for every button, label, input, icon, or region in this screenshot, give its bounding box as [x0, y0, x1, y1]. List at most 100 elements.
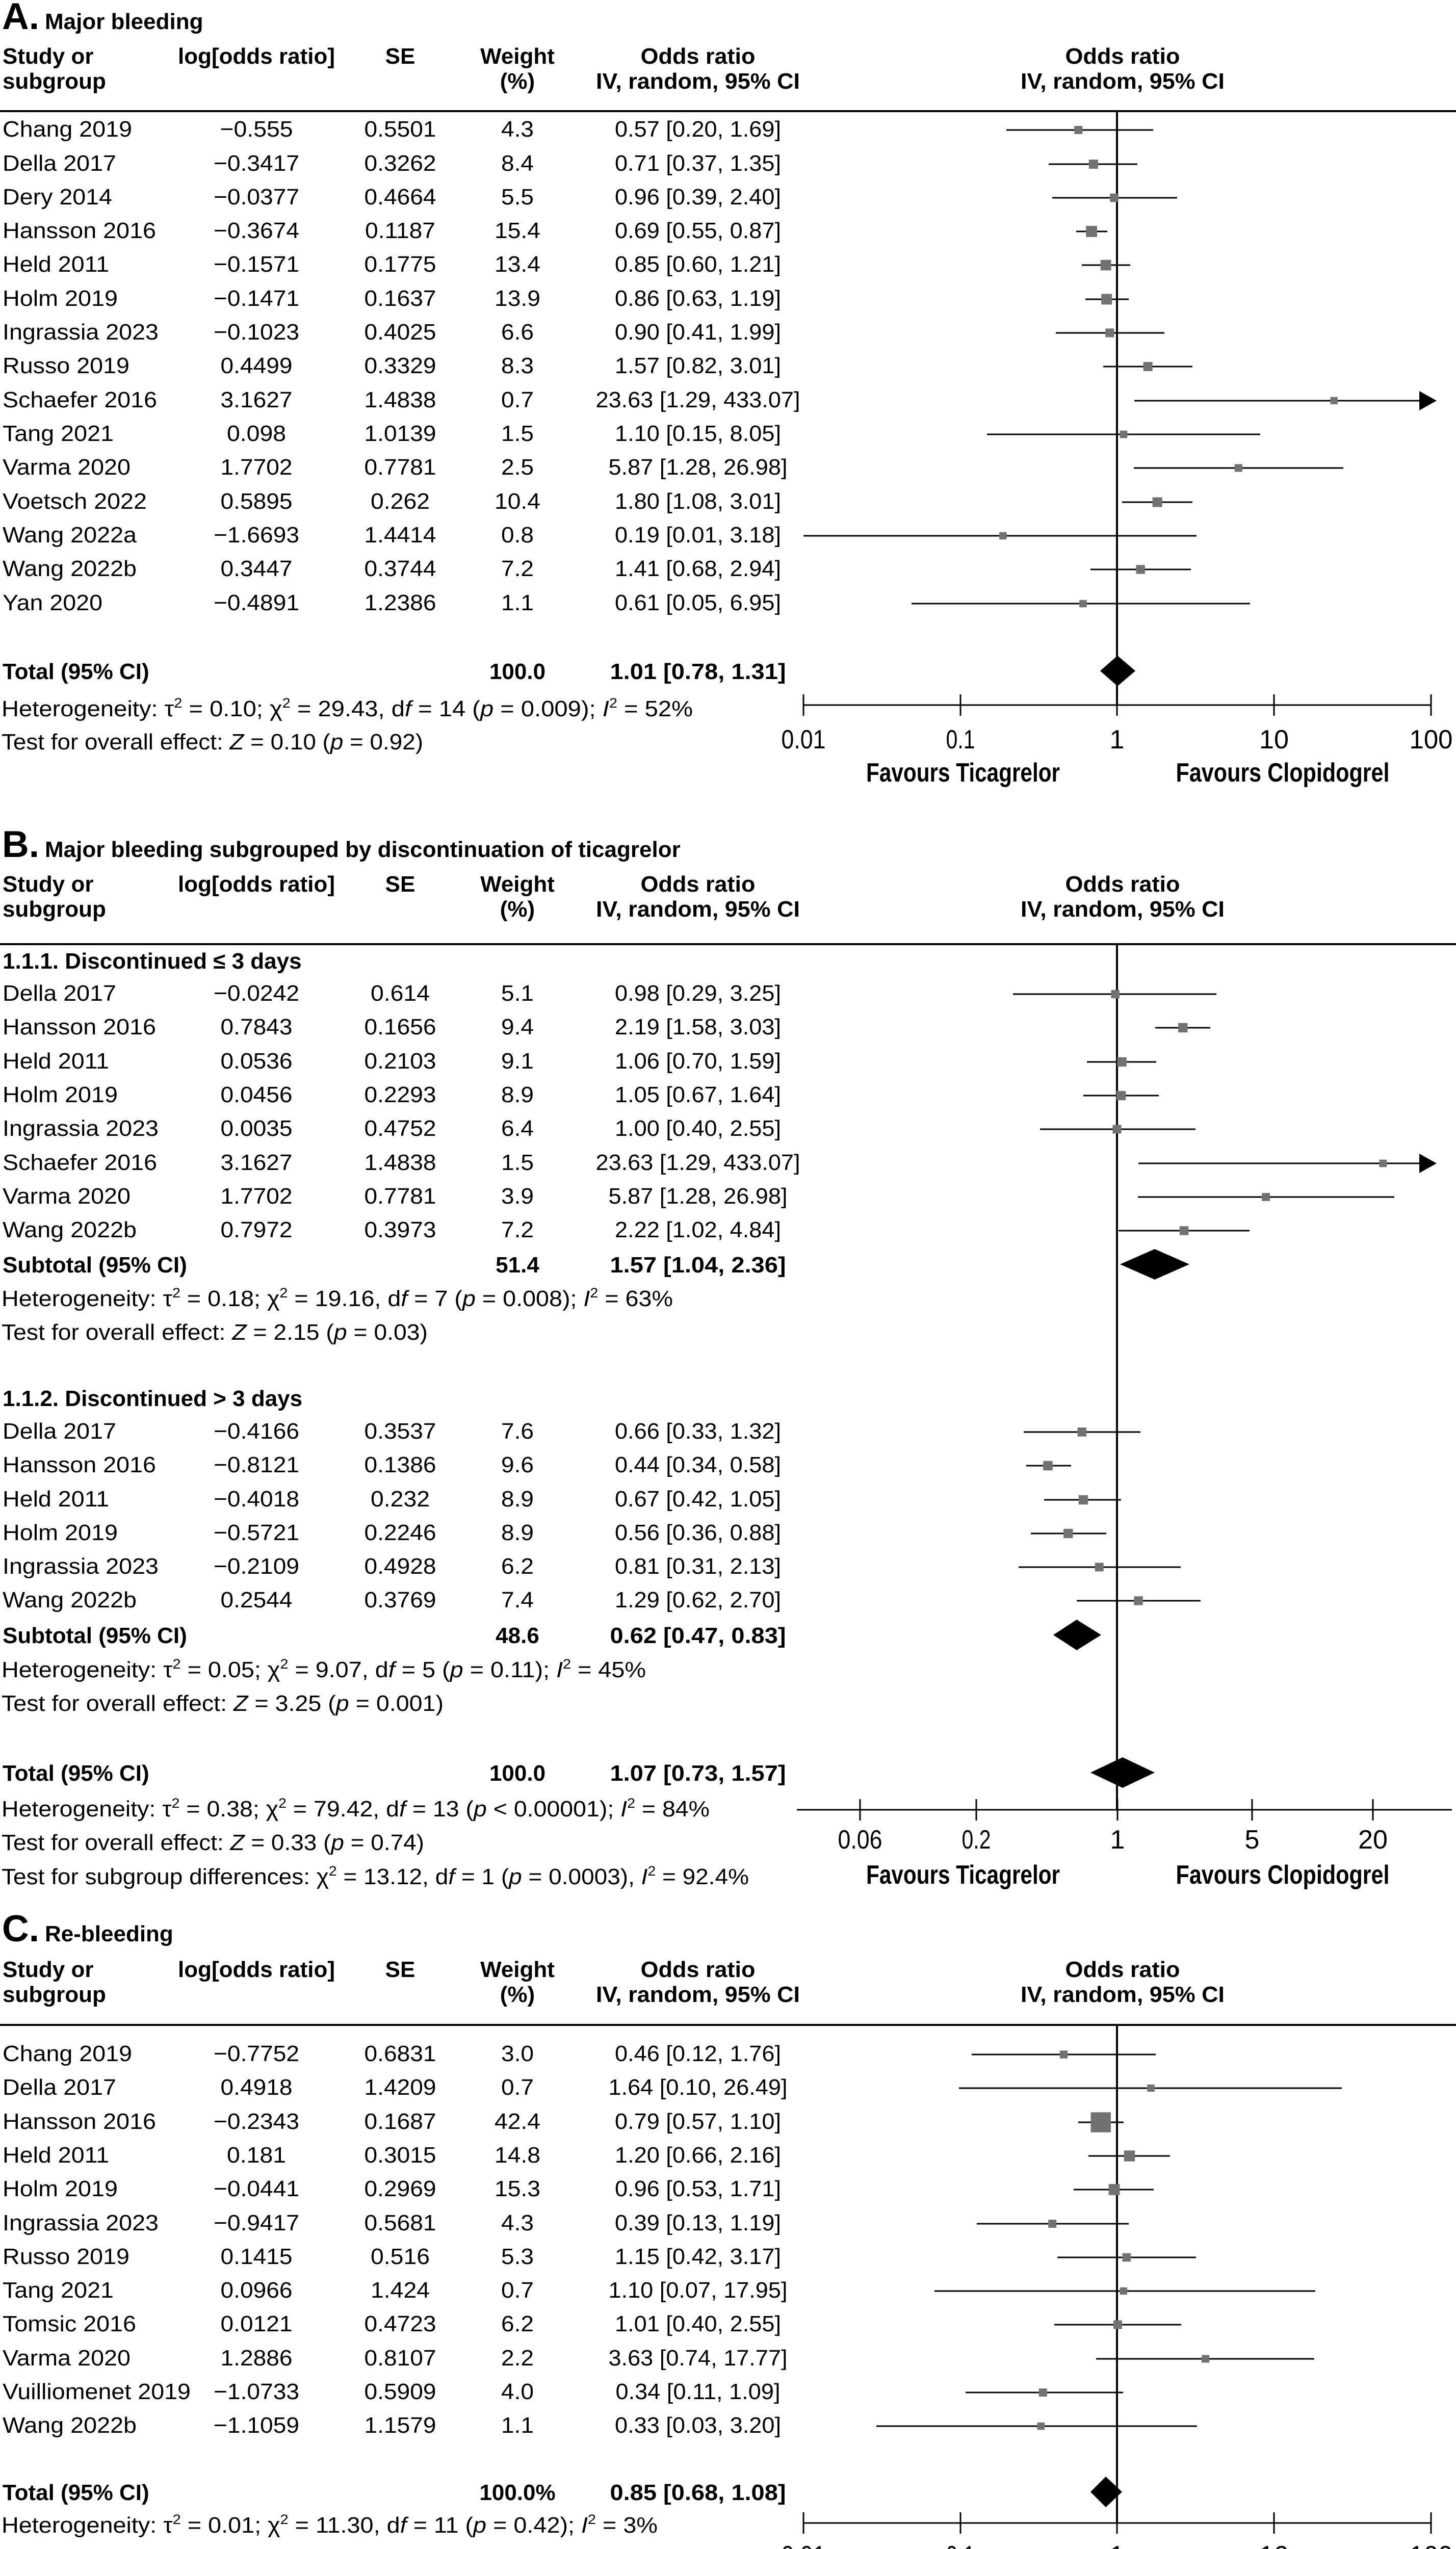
- svg-text:1.424: 1.424: [371, 2278, 430, 2303]
- svg-text:0.1637: 0.1637: [365, 286, 436, 311]
- svg-text:0.3744: 0.3744: [365, 556, 436, 581]
- svg-text:0.34 [0.11, 1.09]: 0.34 [0.11, 1.09]: [616, 2379, 781, 2404]
- svg-text:Odds ratio: Odds ratio: [1065, 44, 1180, 69]
- svg-text:6.2: 6.2: [501, 1554, 534, 1579]
- svg-text:1.5: 1.5: [501, 1150, 534, 1175]
- svg-text:5.5: 5.5: [501, 185, 534, 210]
- svg-text:Test for overall effect: Z = 0: Test for overall effect: Z = 0.33 (p = 0…: [2, 1830, 424, 1855]
- svg-text:0.232: 0.232: [371, 1487, 430, 1512]
- svg-text:0.4499: 0.4499: [221, 353, 293, 378]
- svg-text:0.5501: 0.5501: [365, 117, 436, 142]
- svg-text:0.7843: 0.7843: [221, 1015, 293, 1039]
- svg-text:8.3: 8.3: [501, 353, 534, 378]
- svg-text:Varma 2020: Varma 2020: [3, 1184, 131, 1209]
- svg-text:1.7702: 1.7702: [221, 455, 293, 480]
- svg-text:4.3: 4.3: [501, 117, 534, 142]
- svg-text:0.1: 0.1: [946, 2541, 975, 2549]
- svg-text:3.1627: 3.1627: [221, 1150, 293, 1175]
- svg-text:log[odds ratio]: log[odds ratio]: [178, 44, 335, 69]
- svg-text:0.5681: 0.5681: [365, 2210, 436, 2235]
- svg-text:Major bleeding subgrouped by d: Major bleeding subgrouped by discontinua…: [45, 837, 681, 862]
- svg-text:0.96 [0.53, 1.71]: 0.96 [0.53, 1.71]: [615, 2176, 781, 2201]
- svg-text:51.4: 51.4: [496, 1253, 539, 1278]
- svg-text:4.3: 4.3: [501, 2210, 534, 2235]
- svg-text:0.4664: 0.4664: [365, 185, 436, 210]
- svg-text:−0.2343: −0.2343: [214, 2109, 299, 2134]
- svg-text:3.1627: 3.1627: [221, 387, 293, 412]
- svg-text:−0.3417: −0.3417: [214, 151, 299, 176]
- svg-text:−0.0377: −0.0377: [214, 185, 299, 210]
- svg-text:Russo 2019: Russo 2019: [3, 353, 129, 378]
- svg-text:0.2103: 0.2103: [365, 1049, 436, 1074]
- svg-text:Favours Clopidogrel: Favours Clopidogrel: [1176, 1860, 1390, 1890]
- svg-text:Tang 2021: Tang 2021: [3, 421, 114, 446]
- svg-text:0.4752: 0.4752: [365, 1116, 436, 1141]
- svg-text:0.96 [0.39, 2.40]: 0.96 [0.39, 2.40]: [615, 185, 781, 210]
- svg-text:−0.4891: −0.4891: [214, 590, 299, 615]
- svg-text:1.64 [0.10, 26.49]: 1.64 [0.10, 26.49]: [609, 2075, 788, 2100]
- svg-text:1.2886: 1.2886: [221, 2346, 293, 2371]
- svg-text:Weight: Weight: [480, 872, 555, 897]
- svg-text:1.20 [0.66, 2.16]: 1.20 [0.66, 2.16]: [615, 2143, 781, 2168]
- svg-text:0.1775: 0.1775: [365, 252, 436, 277]
- svg-text:1.4414: 1.4414: [365, 523, 436, 548]
- svg-text:0.1: 0.1: [946, 725, 975, 755]
- svg-text:Tomsic 2016: Tomsic 2016: [3, 2311, 136, 2336]
- svg-text:Dery 2014: Dery 2014: [3, 185, 112, 210]
- svg-text:1.00 [0.40, 2.55]: 1.00 [0.40, 2.55]: [615, 1116, 781, 1141]
- svg-text:0.5909: 0.5909: [365, 2379, 436, 2404]
- svg-text:Subtotal (95% CI): Subtotal (95% CI): [3, 1253, 187, 1278]
- svg-text:C.: C.: [2, 1908, 39, 1949]
- svg-text:0.1386: 0.1386: [365, 1452, 436, 1477]
- svg-text:Yan 2020: Yan 2020: [3, 590, 102, 615]
- svg-text:−0.1571: −0.1571: [214, 252, 299, 277]
- svg-text:0.81 [0.31, 2.13]: 0.81 [0.31, 2.13]: [615, 1554, 781, 1579]
- svg-text:0.6831: 0.6831: [365, 2041, 436, 2066]
- svg-text:Held 2011: Held 2011: [3, 252, 109, 277]
- svg-text:0.262: 0.262: [371, 489, 430, 514]
- svg-text:0.71 [0.37, 1.35]: 0.71 [0.37, 1.35]: [615, 151, 781, 176]
- svg-text:Schaefer 2016: Schaefer 2016: [3, 1150, 157, 1175]
- svg-text:Odds ratio: Odds ratio: [641, 44, 756, 69]
- svg-text:Wang 2022b: Wang 2022b: [3, 1588, 137, 1612]
- svg-text:100: 100: [1410, 2541, 1453, 2549]
- svg-text:1.01 [0.78, 1.31]: 1.01 [0.78, 1.31]: [610, 659, 786, 684]
- svg-text:Test for overall effect: Z = 0: Test for overall effect: Z = 0.10 (p = 0…: [2, 730, 423, 755]
- svg-text:0.85 [0.60, 1.21]: 0.85 [0.60, 1.21]: [615, 252, 781, 277]
- svg-text:Wang 2022a: Wang 2022a: [3, 523, 137, 548]
- svg-text:5.3: 5.3: [501, 2244, 534, 2269]
- svg-text:−1.6693: −1.6693: [214, 523, 299, 548]
- svg-text:2.19 [1.58, 3.03]: 2.19 [1.58, 3.03]: [615, 1015, 781, 1039]
- svg-text:0.4918: 0.4918: [221, 2075, 293, 2100]
- svg-text:0.0121: 0.0121: [221, 2311, 293, 2336]
- svg-text:0.8107: 0.8107: [365, 2346, 436, 2371]
- svg-text:Vuilliomenet 2019: Vuilliomenet 2019: [3, 2379, 191, 2404]
- svg-text:0.7: 0.7: [501, 2075, 534, 2100]
- svg-text:1.1: 1.1: [501, 2413, 534, 2438]
- svg-text:0.86 [0.63, 1.19]: 0.86 [0.63, 1.19]: [615, 286, 781, 311]
- svg-text:Schaefer 2016: Schaefer 2016: [3, 387, 157, 412]
- svg-text:5.1: 5.1: [501, 981, 534, 1006]
- svg-text:0.90 [0.41, 1.99]: 0.90 [0.41, 1.99]: [615, 320, 781, 345]
- svg-text:23.63 [1.29, 433.07]: 23.63 [1.29, 433.07]: [596, 1150, 800, 1175]
- svg-text:0.0035: 0.0035: [221, 1116, 293, 1141]
- svg-text:0.01: 0.01: [782, 725, 826, 755]
- svg-text:3.63 [0.74, 17.77]: 3.63 [0.74, 17.77]: [609, 2346, 788, 2371]
- svg-text:Holm 2019: Holm 2019: [3, 1520, 118, 1545]
- svg-text:100.0: 100.0: [489, 1761, 545, 1786]
- svg-text:48.6: 48.6: [496, 1623, 539, 1648]
- svg-text:1.15 [0.42, 3.17]: 1.15 [0.42, 3.17]: [615, 2244, 781, 2269]
- svg-text:Re-bleeding: Re-bleeding: [45, 1921, 173, 1946]
- svg-text:1.7702: 1.7702: [221, 1184, 293, 1209]
- svg-text:Test for overall effect: Z = 1: Test for overall effect: Z = 1.33 (p = 0…: [2, 2546, 424, 2549]
- svg-text:0.7972: 0.7972: [221, 1217, 293, 1242]
- svg-text:−0.3674: −0.3674: [214, 218, 299, 243]
- svg-text:0.01: 0.01: [782, 2541, 826, 2549]
- svg-text:Total (95% CI): Total (95% CI): [3, 659, 149, 684]
- svg-text:Odds ratio: Odds ratio: [641, 1957, 756, 1982]
- svg-text:0.3973: 0.3973: [365, 1217, 436, 1242]
- svg-text:IV, random, 95% CI: IV, random, 95% CI: [596, 1982, 800, 2007]
- svg-text:1.01 [0.40, 2.55]: 1.01 [0.40, 2.55]: [615, 2311, 781, 2336]
- svg-text:(%): (%): [500, 897, 535, 922]
- svg-text:5.87 [1.28, 26.98]: 5.87 [1.28, 26.98]: [609, 455, 788, 480]
